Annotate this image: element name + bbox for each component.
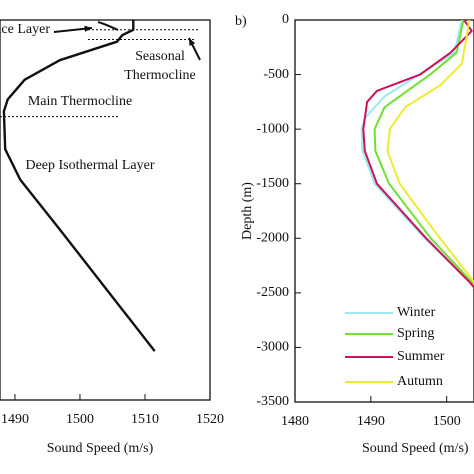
series-line: [2, 20, 156, 352]
x-tick-label: 1510: [131, 412, 159, 427]
arrow: [97, 21, 119, 31]
legend-label: Winter: [397, 305, 436, 320]
y-tick-label: -3500: [256, 394, 289, 409]
x-tick-label: 1490: [357, 414, 385, 429]
plot-area: [2, 20, 156, 352]
series-line: [373, 20, 474, 287]
x-tick-label: 1500: [66, 412, 94, 427]
panel-label: b): [235, 14, 247, 29]
legend-label: Spring: [397, 326, 434, 341]
series-line: [386, 20, 474, 284]
plot-frame: [294, 19, 474, 403]
legend-label: Summer: [397, 349, 445, 364]
plot-area: [360, 20, 474, 289]
x-tick-label: 1480: [281, 414, 309, 429]
annotation: Deep Isothermal Layer: [25, 158, 154, 173]
y-tick-label: -500: [263, 67, 289, 82]
y-tick-label: 0: [282, 12, 289, 27]
y-tick-label: -3000: [256, 340, 289, 355]
annotation: Thermocline: [124, 68, 196, 83]
series-line: [362, 20, 474, 289]
y-tick-label: -1000: [256, 121, 289, 136]
annotation: Main Thermocline: [28, 94, 132, 109]
arrow-head: [84, 25, 92, 32]
panel: 1490 1500 1510 1520 Sound Speed (m/s) Surface…: [0, 19, 224, 456]
annotation: Seasonal: [135, 49, 185, 64]
x-tick-label: 1500: [433, 414, 461, 429]
legend-label: Autumn: [397, 374, 443, 389]
plot-frame: [0, 19, 211, 401]
x-tick-label: 1520: [196, 412, 224, 427]
panel: 1480 1490 1500 0 -500 -1000 -1500 -2000 -2500 -30…: [235, 12, 474, 456]
x-tick-label: 1490: [1, 412, 29, 427]
y-axis-label: Depth (m): [240, 182, 255, 240]
y-tick-label: -2000: [256, 231, 289, 246]
y-tick-label: -2500: [256, 285, 289, 300]
x-axis-label: Sound Speed (m/s): [362, 441, 469, 456]
arrow-head: [189, 38, 196, 46]
annotation: Surface Layer: [0, 22, 50, 37]
x-axis-label: Sound Speed (m/s): [47, 441, 154, 456]
y-tick-label: -1500: [256, 176, 289, 191]
